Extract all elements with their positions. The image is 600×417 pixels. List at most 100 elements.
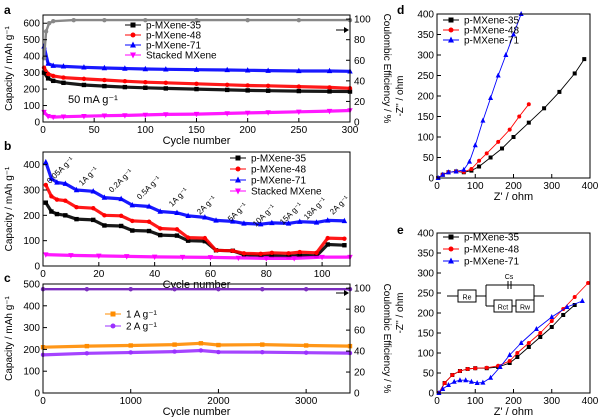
x-tick-label: 2000 [207, 396, 230, 407]
data-point [474, 380, 480, 385]
data-point [81, 82, 87, 88]
y-tick-label: 300 [23, 68, 40, 79]
data-point [538, 331, 543, 335]
data-point [84, 287, 90, 292]
data-point [193, 111, 200, 118]
data-point [442, 381, 447, 385]
legend: p-MXene-35p-MXene-48p-MXene-71 [443, 16, 519, 47]
y2-tick-label: 20 [354, 368, 366, 379]
data-point [341, 217, 348, 224]
data-point [572, 303, 577, 307]
x-tick-label: 400 [582, 396, 599, 407]
data-point [174, 227, 180, 232]
data-point [265, 88, 271, 93]
data-point [325, 235, 330, 241]
y-tick-label: 500 [23, 35, 40, 46]
series-line [45, 253, 350, 260]
x-tick-label: 0 [40, 269, 46, 280]
data-point [511, 135, 516, 139]
data-point [194, 81, 199, 87]
y-tick-label: 250 [417, 71, 434, 82]
legend-marker [448, 27, 454, 33]
data-point [45, 76, 51, 81]
x-tick-label: 0 [40, 396, 46, 407]
y-tick-label: 350 [417, 30, 434, 41]
y-tick-label: 200 [417, 92, 434, 103]
y-tick-label: 350 [417, 249, 434, 260]
arrow-head [344, 290, 349, 296]
data-point [325, 242, 330, 247]
data-point [507, 352, 513, 357]
x-tick-label: 250 [290, 125, 307, 136]
rate-label: 2A g⁻¹ [328, 194, 351, 217]
data-point [579, 298, 585, 303]
y-axis-label: Capacity / mAh g⁻¹ [4, 295, 15, 380]
data-point [303, 287, 309, 292]
data-point [507, 359, 512, 363]
series-p-mxene-35 [436, 57, 587, 180]
data-point [296, 109, 302, 115]
y2-tick-label: 100 [354, 15, 371, 26]
series-line [42, 45, 351, 73]
data-point [582, 57, 587, 62]
data-point [213, 217, 219, 223]
data-point [303, 350, 309, 355]
data-point [60, 63, 67, 69]
series-1-a-g- [40, 341, 353, 350]
y-tick-label: 100 [23, 367, 40, 378]
data-point [477, 158, 482, 163]
data-point [146, 219, 152, 224]
y2-tick-label: 80 [354, 35, 366, 46]
data-point [128, 350, 133, 355]
data-point [457, 377, 463, 383]
legend-marker [110, 311, 116, 317]
data-point [172, 349, 177, 354]
data-point [572, 295, 577, 299]
data-point [61, 75, 66, 80]
data-point [49, 194, 54, 199]
data-point [450, 373, 455, 377]
y-tick-label: 500 [23, 280, 40, 291]
y-tick-label: 200 [23, 345, 40, 356]
y-tick-label: 0 [428, 174, 434, 185]
rate-label: 1A g⁻¹ [77, 165, 100, 188]
x-tick-label: 20 [93, 269, 105, 280]
data-point [84, 351, 90, 356]
circuit-label: Re [463, 295, 472, 302]
data-point [297, 218, 303, 224]
data-point [549, 319, 554, 323]
data-point [440, 386, 446, 391]
data-point [488, 95, 494, 101]
y-tick-label: 200 [23, 85, 40, 96]
data-point [91, 217, 96, 223]
plot-frame [42, 151, 351, 267]
data-point [179, 254, 186, 261]
data-point [269, 250, 275, 256]
data-point [151, 254, 158, 261]
data-point [128, 343, 133, 348]
x-tick-label: 100 [467, 396, 484, 407]
y-tick-label: 100 [417, 349, 434, 360]
y-tick-label: 200 [23, 211, 40, 222]
data-point [202, 214, 208, 220]
y-tick-label: 0 [34, 118, 40, 129]
data-point [314, 250, 319, 256]
data-point [465, 367, 470, 371]
data-point [313, 219, 320, 225]
data-point [46, 21, 52, 26]
data-point [174, 209, 180, 215]
data-point [43, 252, 49, 258]
data-point [198, 341, 204, 346]
data-point [48, 175, 55, 181]
data-point [146, 228, 152, 234]
data-point [526, 102, 531, 107]
data-point [73, 186, 80, 193]
data-point [118, 213, 124, 219]
data-point [50, 62, 56, 68]
y-tick-label: 400 [23, 160, 40, 171]
y-tick-label: 50 [423, 153, 435, 164]
data-point [143, 79, 148, 85]
rate-label: 18A g⁻¹ [302, 195, 328, 221]
y-tick-label: 100 [23, 101, 40, 112]
data-point [122, 84, 128, 90]
